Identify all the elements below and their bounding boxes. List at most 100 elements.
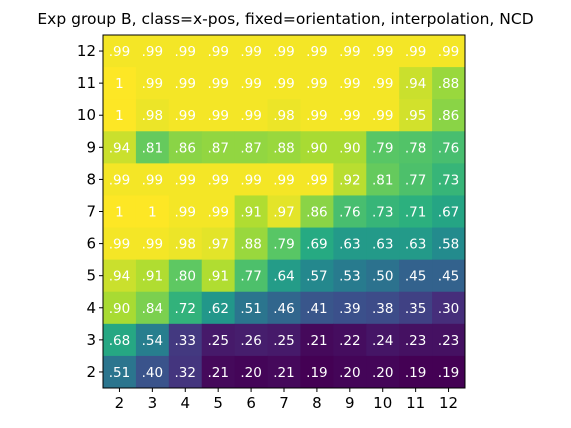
y-tick-label: 6 [86,235,96,253]
heatmap-cell [135,323,170,357]
heatmap-cell [366,195,400,229]
heatmap-cell [267,355,301,389]
heatmap-cell [103,227,137,261]
cell-value-label: .63 [372,237,393,253]
heatmap-cell [135,195,170,229]
heatmap-cell [333,131,367,164]
heatmap-cell [234,163,269,196]
cell-value-label: .98 [273,108,294,124]
heatmap-cell [267,291,301,325]
cell-value-label: .91 [207,269,228,285]
cell-value-label: .45 [405,269,426,285]
heatmap-cell [399,291,433,325]
cell-value-label: .99 [306,172,327,188]
y-tick-label: 7 [86,203,96,221]
heatmap-cell [103,131,137,164]
cell-value-label: .21 [207,365,228,381]
x-axis: 2 3 4 5 6 7 8 9 10 11 12 [115,388,458,412]
cell-value-label: .90 [109,301,130,317]
heatmap-cell [201,323,236,357]
cell-value-label: .79 [372,140,393,156]
heatmap-cell [366,355,400,389]
cell-value-label: .30 [438,301,459,317]
heatmap-cell [300,99,334,132]
cell-value-label: .99 [109,44,130,60]
heatmap-cell [168,35,203,68]
heatmap-cell [135,259,170,293]
heatmap-cell [201,291,236,325]
y-tick-label: 10 [77,106,96,124]
heatmap-cell [234,195,269,229]
cell-value-label: .86 [306,205,327,221]
cell-value-label: .77 [405,172,426,188]
cell-value-label: .79 [273,237,294,253]
cell-value-label: .67 [438,205,459,221]
cell-value-label: .73 [438,172,459,188]
heatmap-cell [135,99,170,132]
heatmap-cell [234,323,269,357]
cell-value-label: .99 [339,76,360,92]
heatmap-cell [201,99,236,132]
x-tick-label: 6 [246,394,256,412]
y-tick-label: 12 [77,42,96,60]
x-tick-label: 5 [213,394,223,412]
cell-value-label: .38 [372,301,393,317]
heatmap-cell [168,163,203,196]
cell-value-label: .95 [405,108,426,124]
cell-value-label: .45 [438,269,459,285]
cell-value-label: .99 [240,44,261,60]
heatmap-cell [432,35,466,68]
heatmap-cell [201,195,236,229]
cell-value-label: .80 [175,269,196,285]
cell-value-label: .99 [207,172,228,188]
cell-value-label: .63 [339,237,360,253]
cell-value-label: .99 [372,44,393,60]
cell-value-label: .77 [240,269,261,285]
y-tick-label: 11 [77,74,96,92]
cell-value-label: .99 [175,76,196,92]
heatmap-cell [135,163,170,196]
cell-value-label: .90 [306,140,327,156]
heatmap-cell [432,291,466,325]
heatmap-cell [201,35,236,68]
cell-value-label: .99 [240,76,261,92]
heatmap-cell [103,291,137,325]
heatmap-cell [267,323,301,357]
cell-value-label: .19 [405,365,426,381]
heatmap-cell [366,259,400,293]
heatmap-cell [135,227,170,261]
cell-value-label: .87 [207,140,228,156]
heatmap-cell [168,323,203,357]
heatmap-cell [168,227,203,261]
cell-value-label: .24 [372,333,393,349]
heatmap-cell [234,227,269,261]
cell-value-label: .84 [142,301,163,317]
heatmap-cell [234,291,269,325]
heatmap-cell [300,195,334,229]
cell-value-label: .76 [438,140,459,156]
cell-value-label: .69 [306,237,327,253]
cell-value-label: .98 [175,237,196,253]
heatmap-cell [333,291,367,325]
cell-value-label: .53 [339,269,360,285]
cell-value-label: .88 [273,140,294,156]
heatmap-cell [300,227,334,261]
heatmap-cell [300,67,334,100]
heatmap-cell [366,67,400,100]
cell-value-label: .62 [207,301,228,317]
heatmap-cell [168,355,203,389]
heatmap-cell [366,131,400,164]
heatmap-cell [399,35,433,68]
cell-value-label: .68 [109,333,130,349]
heatmap-cell [234,355,269,389]
cell-value-label: .99 [273,172,294,188]
cell-value-label: .99 [273,44,294,60]
heatmap-cell [168,99,203,132]
heatmap-cell [267,163,301,196]
x-tick-label: 10 [373,394,392,412]
heatmap-cell [135,131,170,164]
heatmap-cell [432,163,466,196]
cell-value-label: .99 [306,108,327,124]
cell-value-labels: .99 .99 .99 .99 .99 .99 .99 .99 .99 .99 .99 1 .99 .99… [109,44,460,381]
heatmap-cell [366,227,400,261]
